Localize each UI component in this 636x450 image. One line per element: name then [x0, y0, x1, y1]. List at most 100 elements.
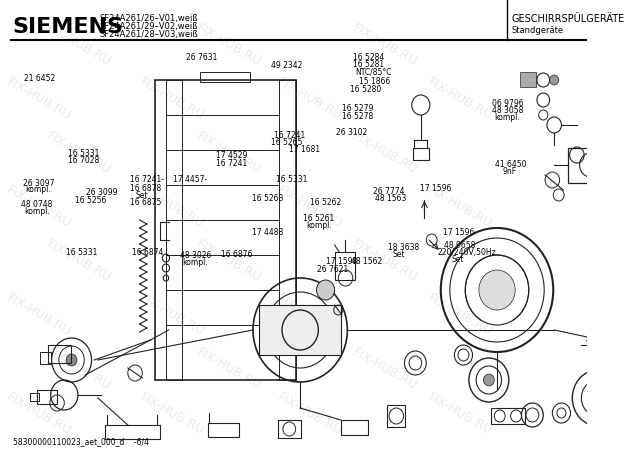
Text: 17 4529: 17 4529 — [216, 151, 248, 160]
Text: 58300000110023_aet_000_d    -6/4: 58300000110023_aet_000_d -6/4 — [13, 437, 149, 446]
Text: SF24A261/26–V01,weiß: SF24A261/26–V01,weiß — [99, 14, 198, 23]
Bar — [568, 148, 613, 183]
Text: 17 4488: 17 4488 — [252, 228, 284, 237]
Text: FIX-HUB.RU: FIX-HUB.RU — [4, 291, 73, 339]
Text: 26 7631: 26 7631 — [186, 53, 218, 62]
Text: FIX-HUB.RU: FIX-HUB.RU — [425, 291, 494, 339]
Text: kompl.: kompl. — [182, 258, 207, 267]
Text: 48 1563: 48 1563 — [375, 194, 406, 203]
Text: 17 1681: 17 1681 — [289, 145, 320, 154]
Bar — [48, 345, 71, 363]
Text: kompl.: kompl. — [24, 207, 50, 216]
Text: Set: Set — [452, 255, 464, 264]
Text: 16 7241-: 16 7241- — [130, 175, 164, 184]
Circle shape — [293, 322, 307, 338]
Text: 48 3058: 48 3058 — [492, 106, 523, 115]
Text: 16 5331: 16 5331 — [66, 248, 97, 257]
Text: FIX-HUB.RU: FIX-HUB.RU — [195, 345, 264, 393]
Text: 26 7774: 26 7774 — [373, 187, 405, 196]
Text: kompl.: kompl. — [495, 113, 520, 122]
Text: 41 6450: 41 6450 — [495, 160, 526, 169]
Text: 16 6876: 16 6876 — [221, 250, 252, 259]
Bar — [335, 252, 355, 280]
Text: FIX-HUB.RU: FIX-HUB.RU — [425, 75, 494, 123]
Text: 49 2342: 49 2342 — [271, 61, 302, 70]
Circle shape — [479, 270, 515, 310]
Text: 16 5331: 16 5331 — [277, 175, 308, 184]
Text: 15 1866: 15 1866 — [359, 76, 391, 86]
Text: 48 0748: 48 0748 — [22, 200, 53, 209]
Text: FIX-HUB.RU: FIX-HUB.RU — [350, 345, 419, 393]
Circle shape — [483, 374, 494, 386]
Bar — [520, 72, 536, 87]
Text: 16 7241: 16 7241 — [273, 130, 305, 140]
Bar — [626, 362, 636, 417]
Text: 16 5281: 16 5281 — [353, 60, 384, 69]
Bar — [155, 80, 296, 380]
Text: 18 3638: 18 3638 — [388, 243, 419, 252]
Text: 48 3026: 48 3026 — [179, 251, 211, 260]
Text: 16 5265: 16 5265 — [271, 138, 302, 147]
Text: 16 7241: 16 7241 — [216, 159, 247, 168]
Text: 16 5262: 16 5262 — [310, 198, 341, 207]
Text: FIX-HUB.RU: FIX-HUB.RU — [137, 75, 206, 123]
Text: SIEMENS: SIEMENS — [13, 17, 124, 37]
Text: FIX-HUB.RU: FIX-HUB.RU — [45, 345, 114, 393]
Bar — [200, 72, 251, 82]
Text: FIX-HUB.RU: FIX-HUB.RU — [275, 390, 345, 438]
Text: FIX-HUB.RU: FIX-HUB.RU — [137, 183, 206, 231]
Circle shape — [598, 341, 605, 349]
Text: 17 1596: 17 1596 — [420, 184, 451, 193]
Text: 16 6874: 16 6874 — [132, 248, 163, 257]
Text: FIX-HUB.RU: FIX-HUB.RU — [425, 390, 494, 438]
Text: FIX-HUB.RU: FIX-HUB.RU — [350, 21, 419, 69]
Text: FIX-HUB.RU: FIX-HUB.RU — [4, 75, 73, 123]
Text: 26 7621: 26 7621 — [317, 266, 348, 274]
Text: kompl.: kompl. — [25, 185, 52, 194]
Text: 220/240V,50Hz: 220/240V,50Hz — [438, 248, 497, 257]
Text: GESCHIRRSPÜLGERÄTE: GESCHIRRSPÜLGERÄTE — [512, 14, 625, 24]
Text: 16 7028: 16 7028 — [67, 156, 99, 165]
Text: Set: Set — [392, 250, 405, 259]
Circle shape — [598, 151, 611, 165]
Bar — [632, 367, 636, 412]
Text: 9nF: 9nF — [502, 167, 516, 176]
Text: 17 4457-: 17 4457- — [173, 175, 207, 184]
Text: Standgeräte: Standgeräte — [512, 27, 564, 36]
Circle shape — [66, 354, 77, 366]
Text: Set: Set — [135, 191, 148, 200]
Text: 26 3099: 26 3099 — [86, 188, 118, 197]
Bar — [341, 420, 368, 435]
Text: 06 9796: 06 9796 — [492, 99, 523, 108]
Text: 21 6452: 21 6452 — [24, 74, 55, 83]
Circle shape — [550, 75, 558, 85]
Text: FIX-HUB.RU: FIX-HUB.RU — [350, 237, 419, 285]
Text: FIX-HUB.RU: FIX-HUB.RU — [425, 183, 494, 231]
Text: 26 3102: 26 3102 — [336, 128, 367, 137]
Bar — [413, 148, 429, 160]
Text: 17 1598: 17 1598 — [326, 257, 357, 266]
Text: NTC/85°C: NTC/85°C — [355, 67, 391, 76]
Text: FIX-HUB.RU: FIX-HUB.RU — [275, 291, 345, 339]
Bar — [105, 425, 160, 439]
Bar — [279, 420, 301, 438]
Bar — [602, 310, 636, 370]
Bar — [611, 318, 636, 362]
Text: FIX-HUB.RU: FIX-HUB.RU — [45, 129, 114, 177]
Text: 16 5279: 16 5279 — [342, 104, 373, 113]
Bar — [259, 305, 341, 355]
Text: FIX-HUB.RU: FIX-HUB.RU — [195, 237, 264, 285]
Bar — [207, 423, 239, 437]
Text: FIX-HUB.RU: FIX-HUB.RU — [137, 291, 206, 339]
Text: 48 9658: 48 9658 — [444, 241, 475, 250]
Text: 16 5263: 16 5263 — [252, 194, 284, 203]
Bar — [37, 390, 57, 404]
Text: FIX-HUB.RU: FIX-HUB.RU — [195, 129, 264, 177]
Text: 16 6875: 16 6875 — [130, 198, 162, 207]
Text: FIX-HUB.RU: FIX-HUB.RU — [45, 21, 114, 69]
Text: FIX-HUB.RU: FIX-HUB.RU — [4, 390, 73, 438]
Bar — [490, 408, 525, 424]
Bar — [166, 80, 183, 380]
Bar — [387, 405, 405, 427]
Bar — [30, 393, 39, 401]
